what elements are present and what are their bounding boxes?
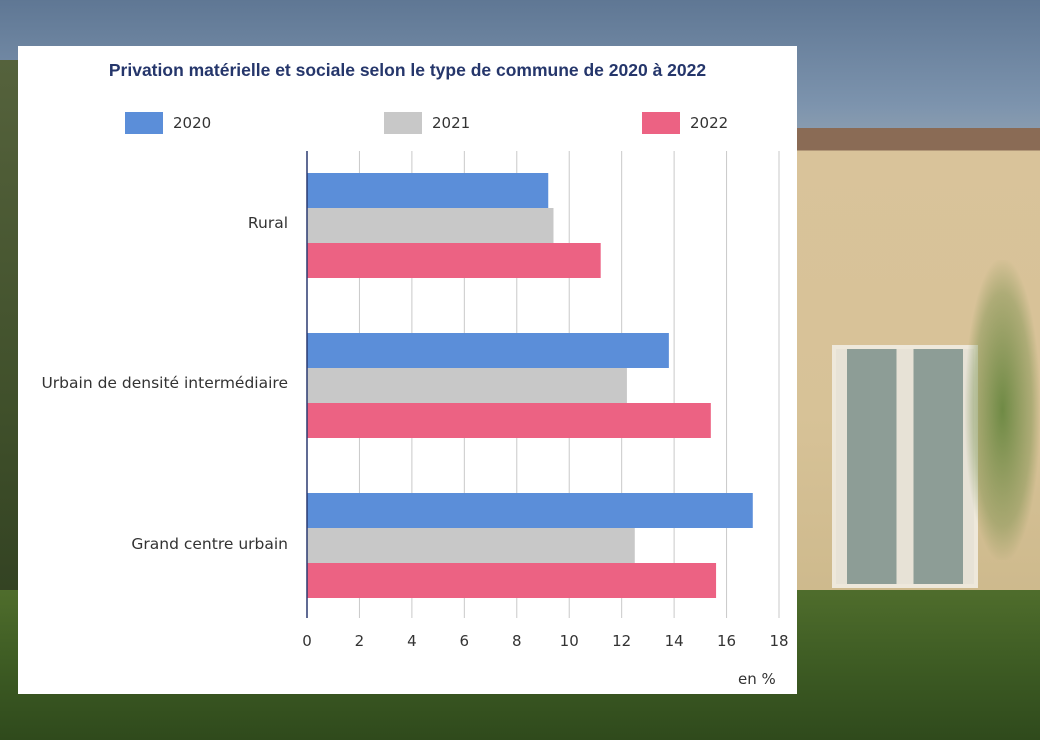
bar-2021-1	[307, 368, 627, 403]
x-axis-unit-label: en %	[738, 670, 776, 688]
legend-swatch-2021	[384, 112, 422, 134]
legend-swatch-2020	[125, 112, 163, 134]
background-window	[832, 345, 978, 588]
bar-2021-2	[307, 528, 635, 563]
x-tick-label-12: 12	[612, 632, 631, 650]
legend-label-2021: 2021	[432, 114, 471, 132]
x-tick-label-4: 4	[407, 632, 417, 650]
bar-2022-1	[307, 403, 711, 438]
category-label-grand-centre: Grand centre urbain	[131, 535, 288, 553]
legend-swatch-2022	[642, 112, 680, 134]
legend-label-2022: 2022	[690, 114, 729, 132]
chart-title: Privation matérielle et sociale selon le…	[108, 60, 707, 80]
bar-2020-1	[307, 333, 669, 368]
x-tick-label-6: 6	[460, 632, 470, 650]
bar-2021-0	[307, 208, 554, 243]
x-tick-label-8: 8	[512, 632, 522, 650]
x-tick-label-2: 2	[355, 632, 365, 650]
chart-panel: Privation matérielle et sociale selon le…	[18, 46, 797, 694]
x-tick-label-10: 10	[560, 632, 579, 650]
x-tick-label-14: 14	[665, 632, 684, 650]
category-label-urbain-intermediaire: Urbain de densité intermédiaire	[41, 374, 288, 392]
background-tree	[965, 260, 1040, 560]
x-tick-label-18: 18	[769, 632, 788, 650]
legend-label-2020: 2020	[173, 114, 212, 132]
bar-2020-0	[307, 173, 549, 208]
x-tick-label-0: 0	[302, 632, 312, 650]
category-label-rural: Rural	[247, 214, 288, 232]
bar-2020-2	[307, 493, 753, 528]
bar-2022-2	[307, 563, 717, 598]
bar-2022-0	[307, 243, 601, 278]
x-tick-label-16: 16	[717, 632, 736, 650]
bar-plot: 0 2 4 6 8 10 12 14 16 18	[302, 151, 789, 650]
